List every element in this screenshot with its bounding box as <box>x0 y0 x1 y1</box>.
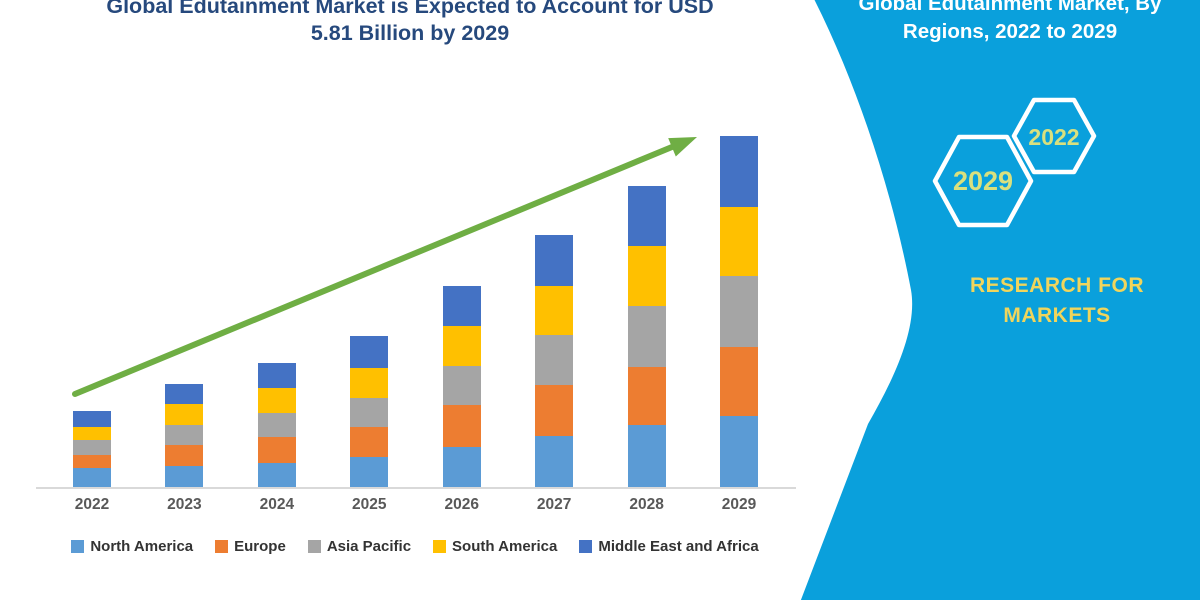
chart-legend: North America Europe Asia Pacific South Ame… <box>0 538 830 555</box>
x-axis-label-2027: 2027 <box>536 496 572 513</box>
bar-segment-north-america <box>165 465 204 487</box>
x-axis-label-2023: 2023 <box>167 496 202 513</box>
side-panel-title: Global Edutainment Market, By Regions, 2… <box>830 0 1190 46</box>
bar-segment-asia-pacific <box>720 275 758 348</box>
bar-segment-middle-east-and-africa <box>165 383 204 404</box>
bar-segment-north-america <box>535 436 574 487</box>
legend-item-north-america: North America <box>71 538 193 555</box>
side-panel-title-line2: Regions, 2022 to 2029 <box>902 20 1118 43</box>
hexagon-2022-label: 2022 <box>1028 124 1080 150</box>
bar-segment-europe <box>442 404 481 448</box>
bar-segment-asia-pacific <box>165 425 204 446</box>
bar-segment-europe <box>350 427 389 458</box>
x-axis-line <box>36 487 796 489</box>
bar-segment-south-america <box>257 387 296 413</box>
chart-title-line1: Global Edutainment Market is Expected to… <box>106 0 714 18</box>
x-axis-label-2025: 2025 <box>352 496 387 513</box>
bar-segment-middle-east-and-africa <box>350 336 389 368</box>
legend-swatch <box>433 540 447 553</box>
bar-segment-middle-east-and-africa <box>442 286 481 327</box>
x-axis-label-2024: 2024 <box>259 496 295 513</box>
bar-segment-north-america <box>350 457 389 487</box>
bar-segment-north-america <box>442 447 481 487</box>
bar-segment-north-america <box>257 462 296 487</box>
legend-item-south-america: South America <box>433 538 557 555</box>
bar-segment-middle-east-and-africa <box>257 362 296 388</box>
legend-item-europe: Europe <box>215 538 286 555</box>
bar-segment-asia-pacific <box>627 305 666 368</box>
bar-segment-middle-east-and-africa <box>73 410 111 427</box>
bar-segment-south-america <box>350 367 389 399</box>
bar-segment-europe <box>720 347 758 417</box>
chart-title-line2: 5.81 Billion by 2029 <box>310 21 510 45</box>
hexagon-2029 <box>932 134 1034 228</box>
brand-text: RESEARCH FOR MARKETS <box>957 271 1157 331</box>
bar-segment-asia-pacific <box>73 439 111 455</box>
brand-line2: MARKETS <box>1003 304 1111 327</box>
legend-item-middle-east-and-africa: Middle East and Africa <box>579 538 759 555</box>
bar-segment-europe <box>627 367 666 425</box>
legend-label: South America <box>452 538 558 555</box>
bar-segment-south-america <box>535 286 574 336</box>
bar-segment-south-america <box>165 403 204 426</box>
legend-label: Middle East and Africa <box>598 538 759 555</box>
hexagon-2029-label: 2029 <box>952 166 1014 196</box>
legend-label: North America <box>90 538 194 555</box>
side-panel-background <box>800 0 1200 600</box>
bar-segment-asia-pacific <box>257 412 296 438</box>
bar-segment-asia-pacific <box>535 335 574 386</box>
bar-segment-asia-pacific <box>350 398 389 428</box>
bar-segment-north-america <box>720 416 758 487</box>
bar-segment-south-america <box>73 426 111 440</box>
x-axis-label-2029: 2029 <box>721 496 757 513</box>
legend-label: Europe <box>234 538 286 555</box>
side-panel-title-line1: Global Edutainment Market, By <box>858 0 1162 15</box>
bar-segment-north-america <box>73 468 111 487</box>
legend-swatch <box>579 540 593 553</box>
bar-segment-south-america <box>720 206 758 276</box>
trend-arrow-shaft <box>72 144 675 397</box>
brand-line1: RESEARCH FOR <box>969 274 1144 297</box>
bar-segment-middle-east-and-africa <box>535 235 574 287</box>
legend-item-asia-pacific: Asia Pacific <box>307 538 412 555</box>
x-axis-label-2022: 2022 <box>74 496 110 513</box>
bar-segment-europe <box>73 454 111 469</box>
bar-segment-middle-east-and-africa <box>720 136 758 207</box>
bar-segment-middle-east-and-africa <box>627 186 666 247</box>
legend-swatch <box>307 540 321 553</box>
hexagon-2022 <box>1011 97 1097 175</box>
legend-label: Asia Pacific <box>326 538 412 555</box>
bar-segment-south-america <box>627 246 666 306</box>
legend-swatch <box>71 540 85 553</box>
x-axis-label-2026: 2026 <box>444 496 479 513</box>
bar-segment-asia-pacific <box>442 366 481 405</box>
bar-segment-europe <box>165 445 204 466</box>
bar-segment-europe <box>257 437 296 463</box>
x-axis-label-2028: 2028 <box>629 496 664 513</box>
chart-title: Global Edutainment Market is Expected to… <box>30 0 790 47</box>
trend-arrow-head <box>668 137 697 157</box>
bar-segment-europe <box>535 385 574 437</box>
bar-segment-north-america <box>627 424 666 487</box>
bar-segment-south-america <box>442 326 481 366</box>
legend-swatch <box>215 540 229 553</box>
